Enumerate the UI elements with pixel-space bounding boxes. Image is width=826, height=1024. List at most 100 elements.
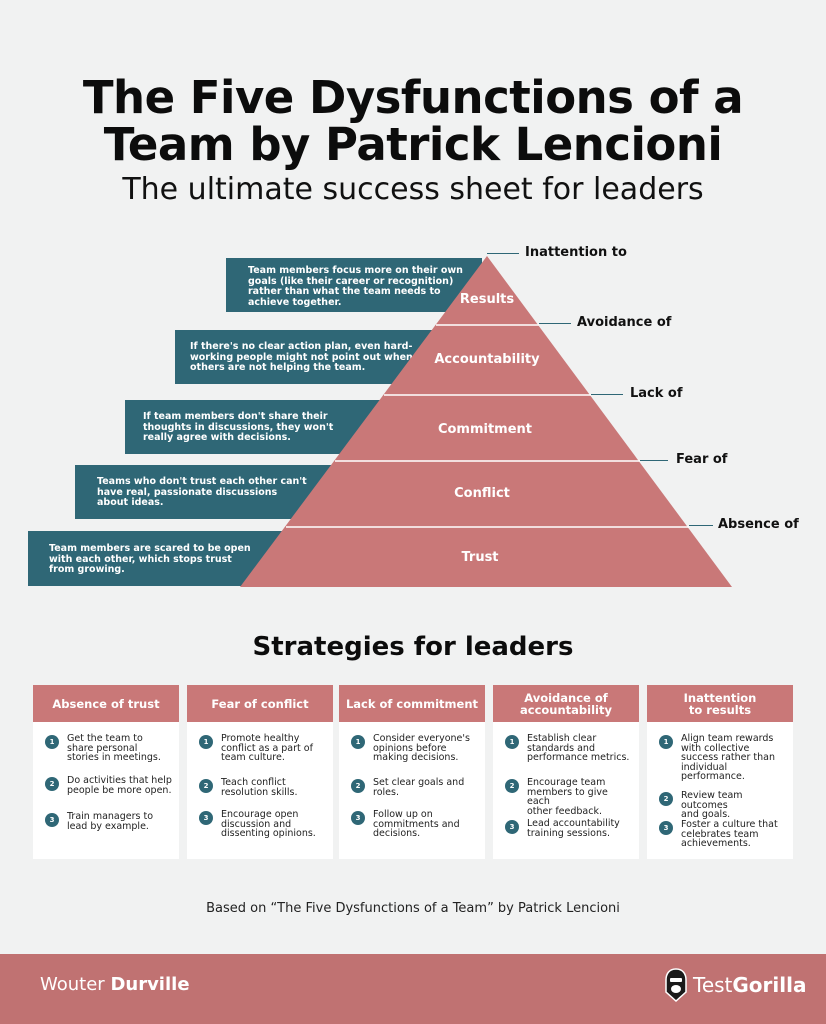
- strategy-card-commitment: Lack of commitment 1 Consider everyone's…: [339, 685, 485, 859]
- strategy-item-line: Review team outcomes: [681, 790, 743, 811]
- strategy-item-line: Promote healthy: [221, 733, 300, 744]
- description-line: If there's no clear action plan, even ha…: [190, 341, 413, 352]
- step-number-badge: 2: [199, 779, 213, 793]
- strategy-item-line: Follow up on: [373, 809, 433, 820]
- strategy-item-line: individual: [681, 761, 728, 773]
- pyramid-shape: [240, 256, 732, 587]
- step-number-badge: 1: [199, 735, 213, 749]
- description-line: really agree with decisions.: [143, 432, 291, 443]
- strategy-item-line: Encourage open: [221, 809, 299, 820]
- strategy-item-line: standards and: [527, 742, 595, 754]
- author-last-name: Durville: [110, 974, 190, 995]
- step-number-badge: 3: [351, 811, 365, 825]
- strategy-item: 1 Consider everyone's opinions before ma…: [351, 734, 479, 763]
- strategy-item: 1 Promote healthy conflict as a part of …: [199, 734, 327, 763]
- description-line: working people might not point out when: [190, 351, 413, 363]
- strategy-item-line: Align team rewards: [681, 733, 774, 744]
- brand-name-suffix: Gorilla: [732, 973, 807, 997]
- strategy-card-heading: Avoidance of accountability: [493, 685, 639, 722]
- strategy-item-text: Teach conflict resolution skills.: [221, 778, 298, 797]
- step-number-badge: 1: [505, 735, 519, 749]
- strategy-item-line: training sessions.: [527, 827, 610, 839]
- brand-name-prefix: Test: [693, 973, 733, 997]
- title-line-1: The Five Dysfunctions of a: [82, 71, 744, 124]
- side-label-avoidance: Avoidance of: [577, 315, 672, 330]
- description-accountability: If there's no clear action plan, even ha…: [175, 330, 437, 384]
- strategy-card-heading: Absence of trust: [33, 685, 179, 722]
- strategy-item-line: commitments and: [373, 818, 460, 830]
- strategy-item-line: and goals.: [681, 809, 731, 820]
- side-label-fear: Fear of: [676, 452, 728, 467]
- step-number-badge: 3: [659, 821, 673, 835]
- strategy-item-text: Train managers to lead by example.: [67, 812, 153, 831]
- strategy-item-text: Review team outcomes and goals.: [681, 791, 787, 820]
- strategy-item-line: members to give each: [527, 786, 608, 807]
- strategy-item-line: celebrates team: [681, 828, 759, 840]
- strategy-item: 2 Do activities that help people be more…: [45, 776, 173, 795]
- description-trust: Team members are scared to be open with …: [28, 531, 290, 586]
- author-credit: Wouter Durville: [40, 974, 190, 995]
- strategy-card-heading: Inattention to results: [647, 685, 793, 722]
- pyramid-label-results: Results: [459, 292, 515, 307]
- strategy-item-text: Promote healthy conflict as a part of te…: [221, 734, 313, 763]
- strategy-item-text: Foster a culture that celebrates team ac…: [681, 820, 778, 849]
- step-number-badge: 3: [505, 820, 519, 834]
- strategy-item: 2 Encourage team members to give each ot…: [505, 778, 633, 816]
- side-label-absence: Absence of: [718, 517, 799, 532]
- source-note: Based on “The Five Dysfunctions of a Tea…: [206, 901, 620, 916]
- leader-line: [591, 394, 623, 395]
- step-number-badge: 1: [45, 735, 59, 749]
- strategy-item-text: Establish clear standards and performanc…: [527, 734, 629, 763]
- strategy-item-line: Encourage team: [527, 777, 606, 788]
- strategy-item-line: dissenting opinions.: [221, 828, 316, 839]
- strategy-item-line: opinions before: [373, 742, 447, 754]
- strategy-item: 2 Review team outcomes and goals.: [659, 791, 787, 820]
- strategy-item-line: with collective: [681, 742, 750, 754]
- strategy-item-line: Consider everyone's: [373, 733, 470, 744]
- side-label-lack: Lack of: [630, 386, 683, 401]
- strategy-item: 3 Lead accountability training sessions.: [505, 819, 633, 838]
- leader-line: [689, 525, 713, 526]
- description-line: achieve together.: [248, 296, 342, 308]
- strategies-title: Strategies for leaders: [252, 632, 574, 662]
- subtitle: The ultimate success sheet for leaders: [122, 172, 704, 207]
- strategy-item: 1 Get the team to share personal stories…: [45, 734, 173, 763]
- strategy-card-trust: Absence of trust 1 Get the team to share…: [33, 685, 179, 859]
- strategy-item-line: discussion and: [221, 818, 292, 830]
- strategy-item-line: performance metrics.: [527, 752, 630, 763]
- description-line: Teams who don't trust each other can't: [97, 476, 307, 487]
- strategy-item: 3 Encourage open discussion and dissenti…: [199, 810, 327, 839]
- strategy-item-line: achievements.: [681, 838, 751, 849]
- description-conflict: Teams who don't trust each other can't h…: [75, 465, 337, 519]
- strategy-item-line: stories in meetings.: [67, 752, 161, 763]
- author-first-name: Wouter: [40, 974, 105, 995]
- strategy-card-results: Inattention to results 1 Align team rewa…: [647, 685, 793, 859]
- strategy-item-line: people be more open.: [67, 784, 172, 796]
- description-line: goals (like their career or recognition): [248, 275, 454, 287]
- strategy-item-line: Set clear goals and: [373, 777, 465, 788]
- strategy-item-line: Lead accountability: [527, 818, 620, 829]
- description-commitment: If team members don't share their though…: [125, 400, 387, 454]
- strategy-item: 2 Set clear goals and roles.: [351, 778, 479, 797]
- description-line: about ideas.: [97, 497, 164, 508]
- strategy-item: 2 Teach conflict resolution skills.: [199, 778, 327, 797]
- description-line: Team members focus more on their own: [248, 265, 463, 276]
- pyramid-label-trust: Trust: [461, 550, 499, 565]
- strategy-item-line: Establish clear: [527, 733, 597, 744]
- description-line: If team members don't share their: [143, 411, 328, 422]
- strategy-item-line: Do activities that help: [67, 775, 172, 786]
- description-line: with each other, which stops trust: [49, 553, 232, 565]
- strategy-item-line: Get the team to: [67, 733, 143, 744]
- strategy-item-line: resolution skills.: [221, 786, 298, 798]
- strategy-card-heading: Lack of commitment: [339, 685, 485, 722]
- strategy-item-line: lead by example.: [67, 820, 149, 832]
- strategy-item: 3 Train managers to lead by example.: [45, 812, 173, 831]
- description-line: others are not helping the team.: [190, 362, 366, 373]
- step-number-badge: 1: [659, 735, 673, 749]
- strategy-item-text: Encourage team members to give each othe…: [527, 778, 633, 816]
- strategy-item-text: Consider everyone's opinions before maki…: [373, 734, 470, 763]
- description-results: Team members focus more on their own goa…: [226, 258, 482, 312]
- strategy-item-line: making decisions.: [373, 752, 459, 763]
- strategy-item-line: success rather than: [681, 752, 776, 763]
